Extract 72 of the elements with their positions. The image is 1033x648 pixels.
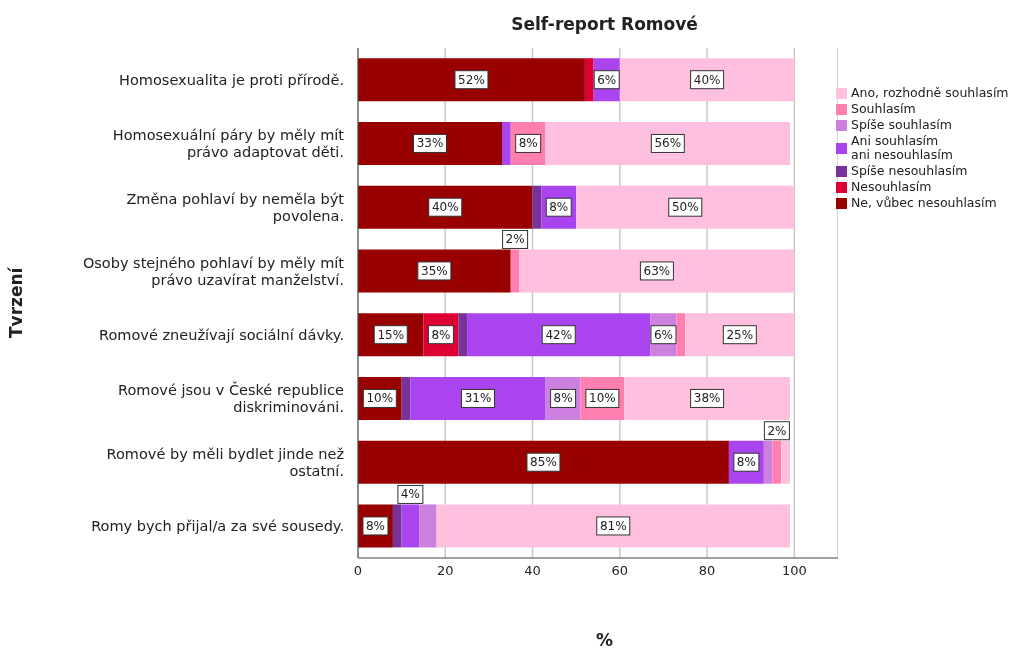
data-label: 31% — [464, 391, 492, 406]
bar — [410, 376, 546, 420]
data-label: 8% — [365, 518, 385, 533]
data-label: 35% — [421, 263, 448, 278]
bar — [401, 376, 411, 420]
y-tick-label: Romové zneužívají sociální dávky. — [99, 326, 344, 343]
bar — [358, 249, 511, 293]
legend-label: Ne, vůbec nesouhlasím — [851, 195, 997, 210]
y-tick-label: Homosexuální páry by měly mít právo adaptovat děti. — [112, 127, 345, 161]
bar — [676, 313, 686, 357]
bar — [419, 504, 437, 548]
data-label: 81% — [599, 518, 627, 533]
y-axis-title: Tvrzení — [6, 267, 26, 338]
x-axis-title: % — [594, 630, 614, 648]
data-label: 2% — [505, 232, 525, 247]
y-tick-label: Osoby stejného pohlaví by měly mít právo uzavírat manželství. — [82, 254, 345, 288]
data-label: 42% — [545, 327, 573, 342]
data-label: 8% — [518, 136, 538, 151]
data-label: 38% — [693, 391, 721, 406]
legend-label: Ani souhlasím ani nesouhlasím — [851, 133, 953, 162]
data-label: 10% — [366, 391, 394, 406]
legend-label: Spíše nesouhlasím — [851, 163, 968, 178]
chart-title: Self-report Romové — [510, 14, 699, 34]
data-label: 8% — [431, 327, 451, 342]
x-tick-label: 40 — [524, 563, 541, 579]
x-tick-label: 0 — [353, 563, 363, 579]
bar — [532, 185, 542, 229]
legend-label: Souhlasím — [851, 101, 916, 116]
data-label: 8% — [553, 391, 573, 406]
data-label: 52% — [458, 72, 485, 87]
y-tick-label: Romové by měli bydlet jinde než ostatní. — [106, 445, 344, 479]
bar — [358, 185, 533, 229]
data-label: 15% — [377, 327, 405, 342]
bar — [576, 185, 795, 229]
bar — [502, 121, 511, 165]
data-label: 40% — [431, 200, 459, 215]
data-label: 8% — [736, 455, 756, 470]
bar — [619, 58, 795, 102]
bar — [458, 313, 468, 357]
data-label: 50% — [671, 200, 699, 215]
bar — [358, 58, 585, 102]
bar — [545, 121, 790, 165]
x-tick-label: 20 — [437, 563, 454, 579]
data-label: 6% — [597, 72, 617, 87]
legend-label: Spíše souhlasím — [851, 117, 952, 132]
x-tick-label: 100 — [781, 563, 807, 579]
legend-label: Ano, rozhodně souhlasím — [851, 85, 1009, 100]
bar — [584, 58, 594, 102]
data-label: 63% — [643, 263, 671, 278]
data-label: 6% — [653, 327, 673, 342]
data-label: 8% — [549, 200, 569, 215]
bar — [467, 313, 651, 357]
y-tick-label: Homosexualita je proti přírodě. — [119, 71, 344, 88]
data-label: 33% — [416, 136, 444, 151]
y-tick-label: Romové jsou v České republice diskriminováni. — [118, 381, 345, 416]
data-label: 85% — [530, 455, 557, 470]
bar — [519, 249, 795, 293]
data-label: 25% — [726, 327, 754, 342]
bar — [358, 440, 729, 484]
data-label: 10% — [589, 391, 616, 406]
data-label: 4% — [400, 487, 420, 502]
data-label: 40% — [693, 72, 721, 87]
x-tick-label: 80 — [698, 563, 716, 579]
y-tick-label: Změna pohlaví by neměla být povolena. — [126, 190, 345, 224]
bar — [358, 121, 502, 165]
y-tick-label: Romy bych přijal/a za své sousedy. — [91, 518, 344, 535]
x-tick-label: 60 — [611, 563, 629, 579]
bar — [624, 376, 790, 420]
bar — [436, 504, 790, 548]
data-label: 2% — [767, 423, 787, 438]
legend-label: Nesouhlasím — [851, 179, 932, 194]
data-label: 56% — [654, 136, 682, 151]
